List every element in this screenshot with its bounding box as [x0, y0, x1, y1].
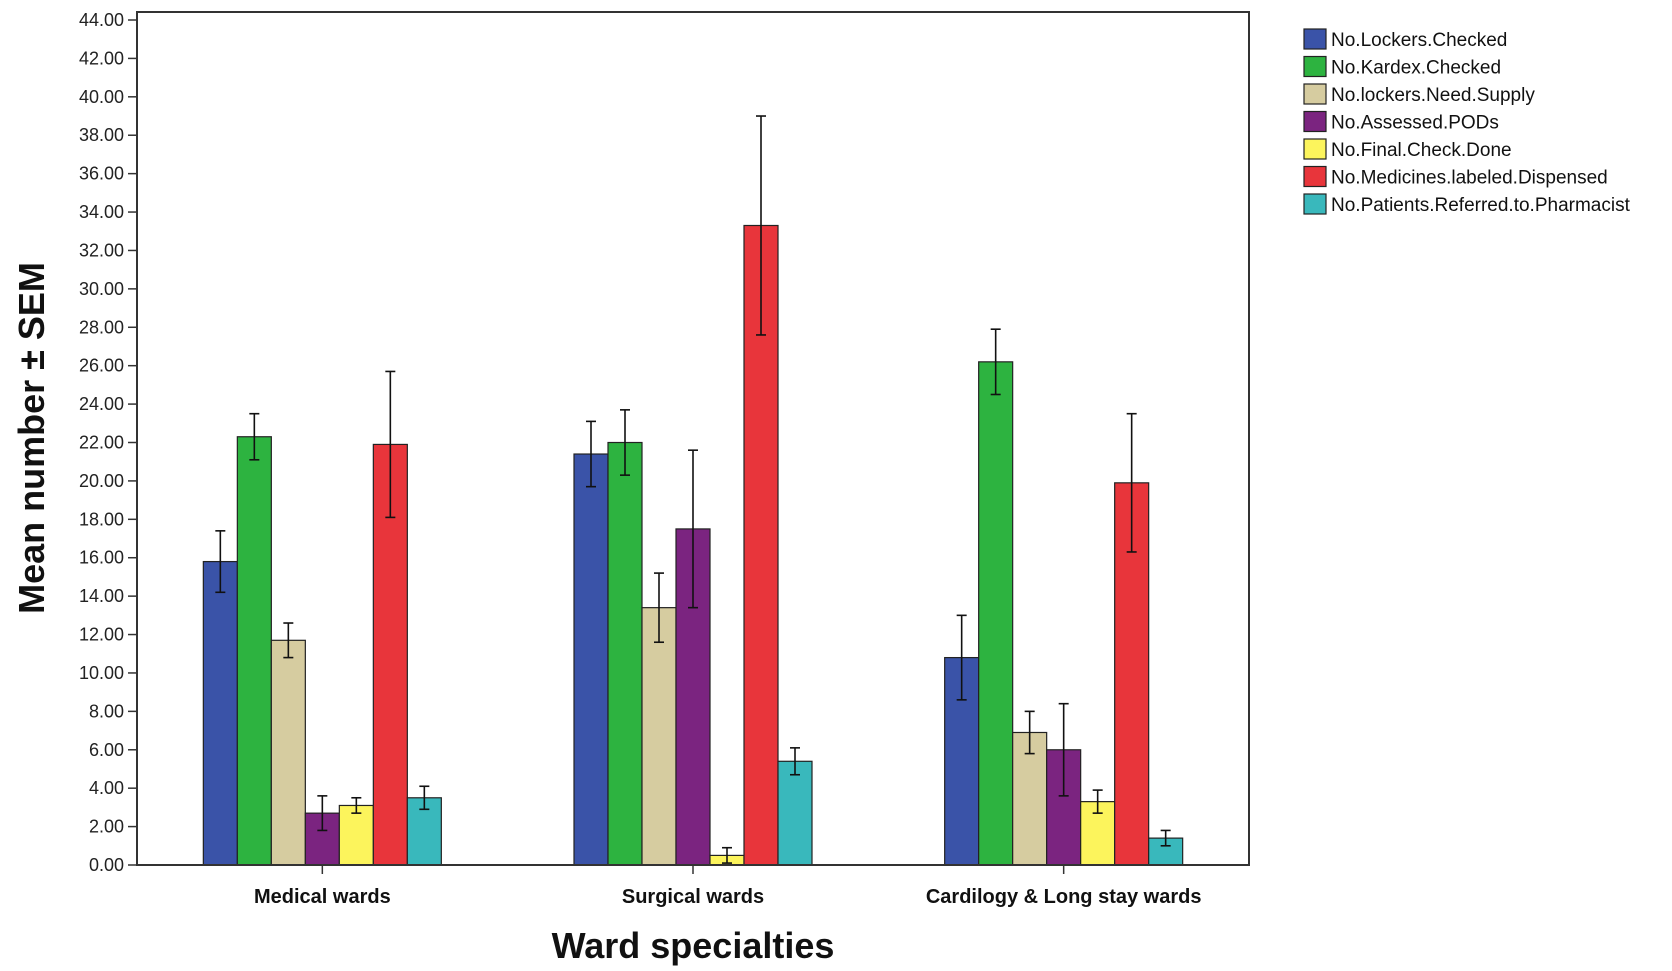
y-tick-label: 20.00 — [79, 471, 124, 491]
y-tick-label: 2.00 — [89, 817, 124, 837]
legend-swatch — [1303, 165, 1327, 188]
legend-swatch — [1303, 83, 1327, 105]
legend-swatch — [1303, 55, 1327, 78]
y-tick-label: 8.00 — [89, 701, 124, 721]
y-tick-label: 28.00 — [79, 317, 124, 337]
x-category-label: Medical wards — [254, 886, 391, 908]
legend-label: No.Kardex.Checked — [1331, 58, 1501, 79]
legend-label: No.Final.Check.Done — [1331, 140, 1512, 161]
y-tick-label: 6.00 — [89, 740, 124, 760]
legend-label: No.Assessed.PODs — [1331, 113, 1499, 134]
y-tick-label: 30.00 — [79, 279, 124, 299]
error-bars-layer — [215, 115, 1171, 864]
legend-label: No.lockers.Need.Supply — [1331, 85, 1535, 106]
y-tick-label: 0.00 — [89, 855, 124, 875]
bar — [641, 607, 677, 866]
bar — [573, 453, 609, 866]
bar — [202, 560, 238, 866]
y-tick-label: 34.00 — [79, 202, 124, 222]
legend-label: No.Medicines.labeled.Dispensed — [1331, 168, 1608, 189]
y-tick-label: 22.00 — [79, 433, 124, 453]
legend-label: No.Patients.Referred.to.Pharmacist — [1331, 195, 1631, 216]
y-tick-label: 18.00 — [79, 509, 124, 529]
y-tick-label: 4.00 — [89, 778, 124, 798]
bar — [338, 804, 374, 866]
y-tick-label: 40.00 — [79, 87, 124, 107]
y-tick-label: 14.00 — [79, 586, 124, 606]
y-tick-label: 12.00 — [79, 625, 124, 645]
bar — [1012, 731, 1048, 866]
x-category-label: Cardilogy & Long stay wards — [926, 886, 1202, 908]
y-tick-label: 36.00 — [79, 164, 124, 184]
legend-swatch — [1303, 193, 1327, 215]
y-tick-label: 44.00 — [79, 10, 124, 30]
bar — [270, 639, 306, 866]
bar — [607, 441, 643, 866]
x-category-label: Surgical wards — [622, 886, 764, 908]
y-axis: 0.00 2.00 4.00 6.00 8.00 10.00 12.00 14.00 16.00… — [79, 10, 138, 875]
y-tick-label: 16.00 — [79, 548, 124, 568]
legend-label: No.Lockers.Checked — [1331, 30, 1507, 51]
legend-swatch — [1303, 28, 1327, 50]
y-tick-label: 26.00 — [79, 356, 124, 376]
x-axis: Medical wards Surgical wards Cardilogy & L… — [254, 865, 1201, 908]
y-tick-label: 10.00 — [79, 663, 124, 683]
y-tick-label: 32.00 — [79, 240, 124, 260]
bars-layer — [202, 224, 1184, 866]
y-tick-label: 42.00 — [79, 48, 124, 68]
bar — [978, 361, 1014, 866]
bar — [236, 436, 272, 866]
y-tick-label: 24.00 — [79, 394, 124, 414]
legend: No.Lockers.Checked No.Kardex.Checked No.lo… — [1303, 28, 1631, 216]
bar — [777, 760, 813, 866]
y-axis-title: Mean number ± SEM — [11, 262, 52, 614]
legend-swatch — [1303, 138, 1327, 160]
y-tick-label: 38.00 — [79, 125, 124, 145]
legend-swatch — [1303, 110, 1327, 133]
x-axis-title: Ward specialties — [552, 925, 835, 966]
